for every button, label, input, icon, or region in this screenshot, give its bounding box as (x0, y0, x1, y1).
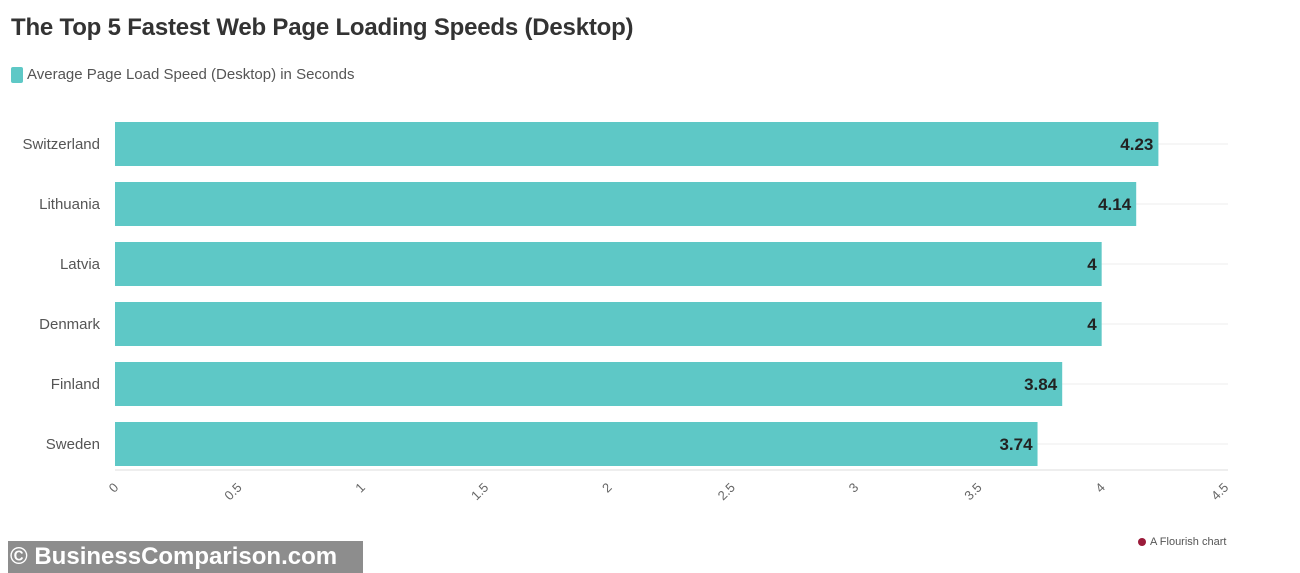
watermark: © BusinessComparison.com (8, 541, 363, 573)
flourish-logo-icon (1138, 538, 1146, 546)
x-tick-label: 3.5 (961, 480, 984, 503)
bar-switzerland (115, 122, 1159, 166)
data-label: 3.84 (1024, 375, 1058, 394)
legend-label: Average Page Load Speed (Desktop) in Sec… (27, 66, 355, 83)
x-tick-label: 2 (599, 480, 615, 496)
bar-denmark (115, 302, 1102, 346)
data-label: 4 (1087, 315, 1097, 334)
x-tick-label: 1 (352, 480, 368, 496)
x-tick-label: 4.5 (1208, 480, 1231, 503)
x-tick-label: 2.5 (715, 480, 738, 503)
bar-latvia (115, 242, 1102, 286)
category-label: Sweden (46, 436, 100, 453)
category-label: Finland (51, 376, 100, 393)
flourish-credit[interactable]: A Flourish chart (1138, 536, 1226, 548)
bar-finland (115, 362, 1063, 406)
x-tick-label: 3 (846, 480, 862, 496)
category-label: Switzerland (22, 136, 100, 153)
bar-sweden (115, 422, 1038, 466)
credit-label: A Flourish chart (1150, 536, 1227, 548)
legend: Average Page Load Speed (Desktop) in Sec… (11, 66, 354, 83)
legend-swatch (11, 66, 23, 83)
data-label: 4.14 (1098, 195, 1132, 214)
x-tick-label: 0.5 (221, 480, 244, 503)
data-label: 3.74 (999, 435, 1033, 454)
x-tick-label: 4 (1092, 480, 1108, 496)
data-label: 4.23 (1120, 135, 1153, 154)
bar-lithuania (115, 182, 1137, 226)
category-label: Lithuania (39, 196, 101, 213)
category-label: Denmark (39, 316, 100, 333)
x-tick-label: 1.5 (468, 480, 491, 503)
chart-title: The Top 5 Fastest Web Page Loading Speed… (11, 14, 634, 41)
data-label: 4 (1087, 255, 1097, 274)
category-label: Latvia (60, 256, 101, 273)
x-tick-label: 0 (106, 480, 122, 496)
